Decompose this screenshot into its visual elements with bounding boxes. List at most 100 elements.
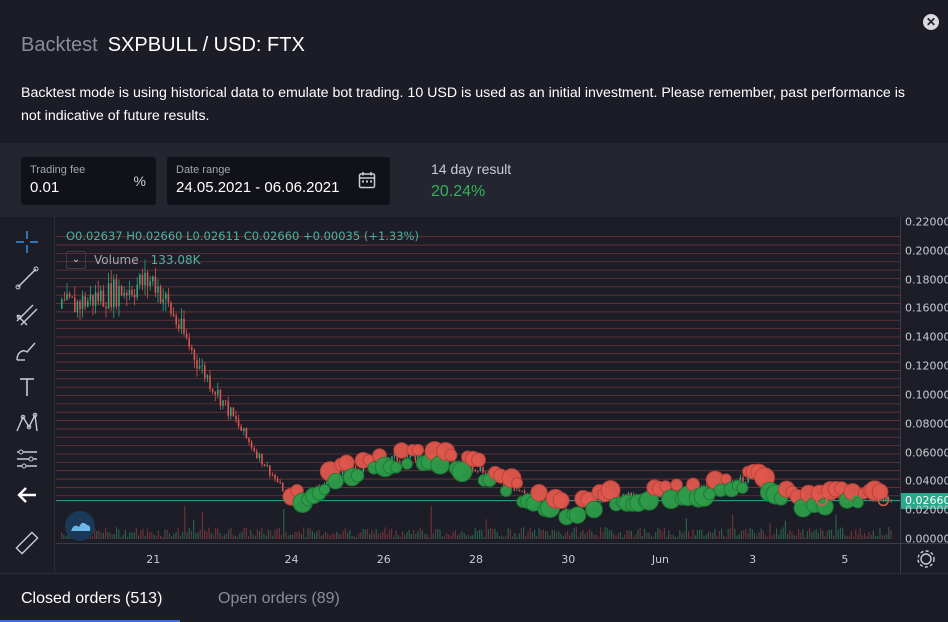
candle-body <box>162 299 164 303</box>
sell-order-marker <box>338 454 355 471</box>
volume-bar <box>683 531 685 539</box>
volume-bar <box>250 529 252 539</box>
volume-bar <box>316 531 318 539</box>
volume-bar <box>736 535 738 539</box>
volume-bar <box>248 536 250 539</box>
sell-order-marker <box>530 484 548 502</box>
trading-fee-value[interactable]: 0.01 <box>30 179 60 196</box>
volume-bar <box>589 529 591 539</box>
candle-body <box>185 333 188 339</box>
chevron-down-icon[interactable]: ⌄ <box>66 251 86 269</box>
volume-bar <box>725 536 727 539</box>
buy-order-marker <box>318 483 331 496</box>
x-tick-label: 5 <box>841 553 849 566</box>
price-chart[interactable]: O0.02637 H0.02660 L0.02611 C0.02660 +0.0… <box>56 217 900 543</box>
open-order-marker <box>877 494 890 507</box>
volume-bar <box>646 532 648 539</box>
fib-icon[interactable] <box>13 445 41 473</box>
volume-bar <box>65 536 67 539</box>
volume-bar <box>94 528 96 539</box>
pitchfork-icon[interactable] <box>13 301 41 329</box>
volume-bar <box>600 527 602 539</box>
volume-bar <box>457 535 459 539</box>
trading-fee-field[interactable]: Trading fee 0.01 % <box>21 157 156 205</box>
volume-bar <box>454 530 456 539</box>
volume-bar <box>670 534 672 539</box>
volume-bar <box>747 533 749 539</box>
volume-bar <box>129 532 131 539</box>
candle-body <box>183 318 185 334</box>
volume-bar <box>349 530 351 539</box>
time-axis[interactable]: 21 24 26 28 30 Jun 3 5 <box>56 543 900 573</box>
candle-body <box>209 375 211 390</box>
text-icon[interactable] <box>13 373 41 401</box>
tab-open-orders[interactable]: Open orders (89) <box>218 590 340 607</box>
date-range-value[interactable]: 24.05.2021 - 06.06.2021 <box>176 179 340 196</box>
volume-bar <box>512 535 514 539</box>
candle-body <box>196 360 198 369</box>
volume-bar <box>347 532 349 539</box>
tab-closed-orders[interactable]: Closed orders (513) <box>21 590 163 607</box>
volume-bar <box>386 534 388 539</box>
volume-bar <box>399 536 401 539</box>
volume-bar <box>701 529 703 539</box>
volume-bar <box>602 532 604 539</box>
volume-bar <box>336 531 338 539</box>
volume-bar <box>498 536 500 539</box>
volume-bar <box>153 534 155 539</box>
volume-bar <box>611 530 613 539</box>
price-axis[interactable]: 0.02660 0.22000 0.20000 0.18000 0.16000 0.14… <box>900 216 948 546</box>
trend-line-icon[interactable] <box>13 264 41 292</box>
volume-bar <box>793 535 795 539</box>
candle-body <box>89 294 92 301</box>
volume-bar <box>358 533 360 539</box>
candle-body <box>157 286 159 293</box>
candle-body <box>232 407 235 417</box>
candle-body <box>193 349 196 361</box>
y-tick-label: 0.10000 <box>905 388 948 402</box>
volume-bar <box>309 527 311 539</box>
tradingview-logo-icon[interactable] <box>65 511 95 541</box>
date-range-field[interactable]: Date range 24.05.2021 - 06.06.2021 <box>167 157 390 205</box>
volume-bar <box>835 514 837 539</box>
volume-bar <box>784 520 786 539</box>
candle-body <box>126 292 128 296</box>
back-arrow-icon[interactable] <box>13 481 41 509</box>
gear-icon[interactable] <box>911 544 941 574</box>
close-icon[interactable]: ✕ <box>923 14 939 30</box>
volume-bar <box>303 527 305 539</box>
volume-bar <box>842 527 844 539</box>
volume-bar <box>666 536 668 539</box>
brush-icon[interactable] <box>13 337 41 365</box>
candle-body <box>222 400 224 406</box>
volume-bar <box>237 536 239 539</box>
volume-bar <box>751 529 753 539</box>
volume-bar <box>261 527 263 539</box>
volume-label: Volume <box>94 253 139 267</box>
ruler-icon[interactable] <box>13 529 41 557</box>
y-tick-label: 0.18000 <box>905 273 948 287</box>
pattern-icon[interactable] <box>13 409 41 437</box>
volume-bar <box>432 533 434 539</box>
volume-bar <box>391 528 393 539</box>
volume-bar <box>593 534 595 539</box>
volume-bar <box>208 527 210 539</box>
candle-body <box>227 400 229 416</box>
volume-bar <box>553 530 555 539</box>
candle-body <box>269 465 271 475</box>
volume-bar <box>659 528 661 539</box>
calendar-icon[interactable] <box>358 171 376 189</box>
volume-bar <box>98 530 100 539</box>
candle-body <box>68 293 71 297</box>
volume-bar <box>314 533 316 539</box>
x-tick-label: 28 <box>469 553 483 566</box>
volume-bar <box>366 529 368 539</box>
volume-bar <box>426 533 428 539</box>
volume-bar <box>641 535 643 539</box>
volume-bar <box>430 505 432 539</box>
volume-bar <box>573 527 575 539</box>
crosshair-icon[interactable] <box>13 228 41 256</box>
volume-bar <box>674 536 676 539</box>
candle-body <box>149 281 151 286</box>
